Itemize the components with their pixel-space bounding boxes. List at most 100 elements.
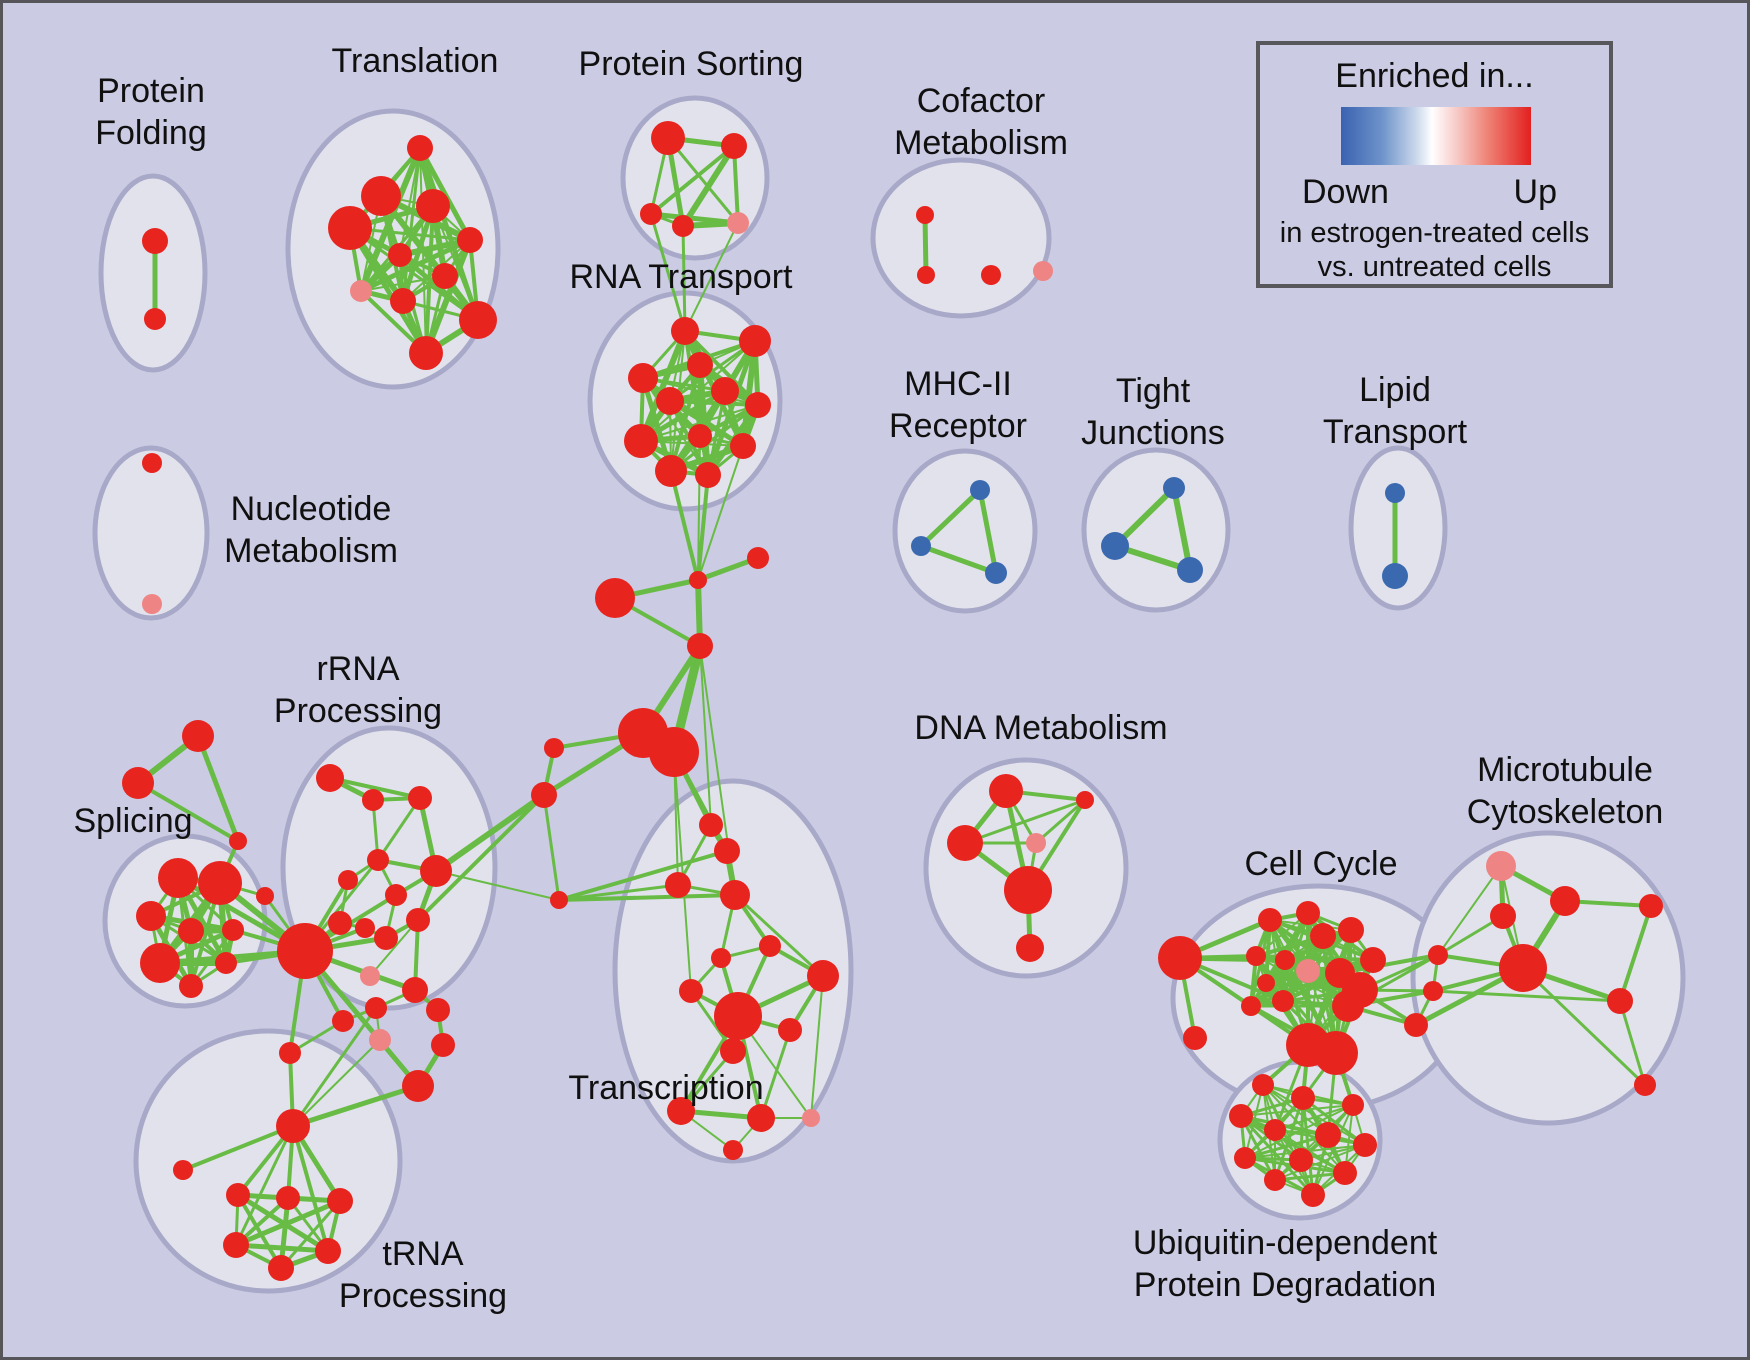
network-node[interactable]	[714, 838, 740, 864]
network-node[interactable]	[1252, 1074, 1274, 1096]
network-node[interactable]	[1382, 563, 1408, 589]
network-node[interactable]	[1076, 791, 1094, 809]
network-node[interactable]	[911, 536, 931, 556]
network-node[interactable]	[1241, 996, 1261, 1016]
network-node[interactable]	[721, 133, 747, 159]
network-node[interactable]	[695, 462, 721, 488]
network-node[interactable]	[665, 872, 691, 898]
network-node[interactable]	[140, 943, 180, 983]
network-node[interactable]	[679, 979, 703, 1003]
network-node[interactable]	[173, 1160, 193, 1180]
network-node[interactable]	[229, 832, 247, 850]
network-node[interactable]	[807, 960, 839, 992]
network-node[interactable]	[802, 1109, 820, 1127]
network-node[interactable]	[689, 571, 707, 589]
network-node[interactable]	[1016, 934, 1044, 962]
network-node[interactable]	[431, 1033, 455, 1057]
network-node[interactable]	[1315, 1122, 1341, 1148]
network-node[interactable]	[688, 424, 712, 448]
network-node[interactable]	[714, 992, 762, 1040]
network-node[interactable]	[759, 935, 781, 957]
network-node[interactable]	[268, 1255, 294, 1281]
network-node[interactable]	[406, 908, 430, 932]
network-node[interactable]	[711, 948, 731, 968]
network-node[interactable]	[182, 720, 214, 752]
network-node[interactable]	[1423, 981, 1443, 1001]
network-node[interactable]	[226, 1183, 250, 1207]
network-node[interactable]	[1332, 990, 1364, 1022]
network-node[interactable]	[158, 858, 198, 898]
network-node[interactable]	[1177, 557, 1203, 583]
network-node[interactable]	[1342, 1094, 1364, 1116]
network-node[interactable]	[989, 774, 1023, 808]
network-node[interactable]	[624, 424, 658, 458]
network-node[interactable]	[671, 317, 699, 345]
network-node[interactable]	[1272, 990, 1294, 1012]
network-node[interactable]	[1229, 1104, 1253, 1128]
network-node[interactable]	[362, 789, 384, 811]
network-node[interactable]	[1026, 833, 1046, 853]
network-node[interactable]	[1634, 1074, 1656, 1096]
network-node[interactable]	[316, 764, 344, 792]
network-node[interactable]	[276, 1109, 310, 1143]
network-node[interactable]	[985, 562, 1007, 584]
network-node[interactable]	[778, 1018, 802, 1042]
network-node[interactable]	[360, 966, 380, 986]
network-node[interactable]	[723, 1140, 743, 1160]
network-node[interactable]	[1234, 1147, 1256, 1169]
network-node[interactable]	[1490, 903, 1516, 929]
network-node[interactable]	[640, 203, 662, 225]
network-node[interactable]	[531, 782, 557, 808]
network-node[interactable]	[1310, 923, 1336, 949]
network-node[interactable]	[402, 977, 428, 1003]
network-node[interactable]	[328, 911, 352, 935]
network-node[interactable]	[720, 1038, 746, 1064]
network-node[interactable]	[1101, 532, 1129, 560]
network-node[interactable]	[390, 288, 416, 314]
network-node[interactable]	[747, 1104, 775, 1132]
network-node[interactable]	[409, 336, 443, 370]
network-node[interactable]	[420, 855, 452, 887]
network-node[interactable]	[981, 265, 1001, 285]
network-node[interactable]	[198, 861, 242, 905]
network-node[interactable]	[1296, 901, 1320, 925]
network-node[interactable]	[367, 849, 389, 871]
network-node[interactable]	[747, 547, 769, 569]
network-node[interactable]	[276, 1186, 300, 1210]
network-node[interactable]	[1296, 959, 1320, 983]
network-node[interactable]	[550, 891, 568, 909]
network-node[interactable]	[1486, 851, 1516, 881]
network-node[interactable]	[142, 453, 162, 473]
network-node[interactable]	[361, 176, 401, 216]
network-node[interactable]	[215, 952, 237, 974]
network-node[interactable]	[388, 243, 412, 267]
network-node[interactable]	[1428, 945, 1448, 965]
network-node[interactable]	[1289, 1148, 1313, 1172]
network-node[interactable]	[142, 594, 162, 614]
network-node[interactable]	[328, 206, 372, 250]
network-node[interactable]	[1607, 988, 1633, 1014]
network-node[interactable]	[457, 227, 483, 253]
network-node[interactable]	[649, 727, 699, 777]
network-node[interactable]	[122, 767, 154, 799]
network-node[interactable]	[338, 870, 358, 890]
network-node[interactable]	[739, 325, 771, 357]
network-node[interactable]	[1360, 947, 1386, 973]
network-node[interactable]	[1404, 1013, 1428, 1037]
network-node[interactable]	[1338, 917, 1364, 943]
network-node[interactable]	[1158, 936, 1202, 980]
network-node[interactable]	[416, 189, 450, 223]
network-node[interactable]	[1550, 886, 1580, 916]
network-node[interactable]	[1353, 1133, 1377, 1157]
network-node[interactable]	[656, 387, 684, 415]
network-node[interactable]	[402, 1070, 434, 1102]
network-node[interactable]	[256, 887, 274, 905]
network-node[interactable]	[178, 918, 204, 944]
network-node[interactable]	[332, 1010, 354, 1032]
network-node[interactable]	[1301, 1183, 1325, 1207]
network-node[interactable]	[142, 228, 168, 254]
network-node[interactable]	[374, 926, 398, 950]
network-node[interactable]	[1639, 894, 1663, 918]
network-node[interactable]	[327, 1188, 353, 1214]
network-node[interactable]	[687, 352, 713, 378]
